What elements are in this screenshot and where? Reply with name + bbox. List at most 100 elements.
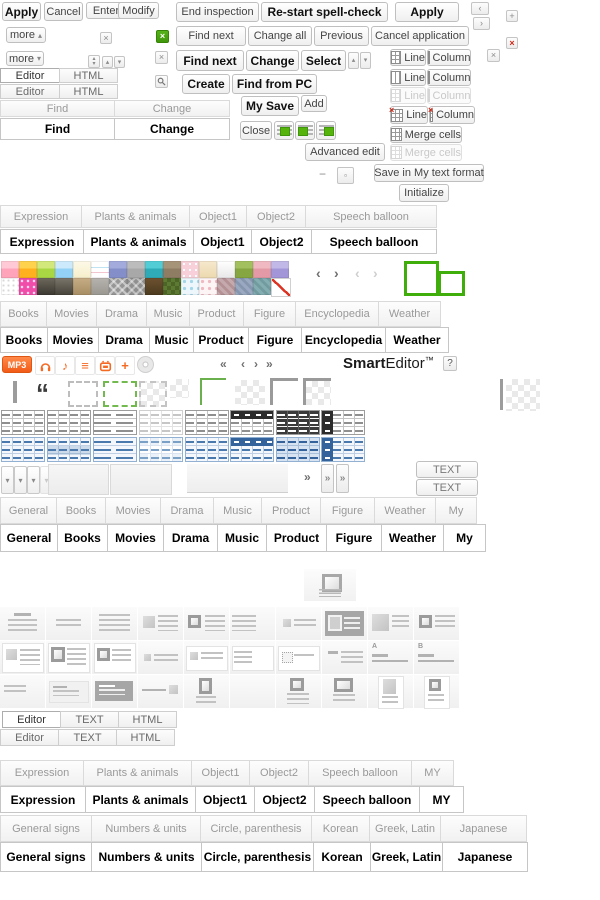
tab-object2[interactable]: Object2 [255,786,315,813]
swatch[interactable] [199,261,217,278]
last-page-icon[interactable]: » [266,357,273,371]
layout-thumb-bigimg[interactable] [368,607,413,640]
swatch[interactable] [91,278,109,295]
tab-figure[interactable]: Figure [327,524,382,552]
tab-product[interactable]: Product [190,301,244,327]
mini-dropdown-button[interactable]: ▾ [14,466,27,494]
table-style-blue-firstcol[interactable] [321,437,365,462]
text-mode-tab[interactable]: TEXT [60,711,119,728]
layout-thumb-img-top2[interactable] [276,675,321,708]
tab-speech-balloon[interactable]: Speech balloon [306,205,437,228]
select-up-button[interactable]: ▴ [348,52,359,69]
tab-greek-latin[interactable]: Greek, Latin [370,815,441,842]
template-button[interactable] [304,569,356,601]
html-mode-tab[interactable]: HTML [116,729,175,746]
restart-spellcheck-button[interactable]: Re-start spell-check [261,2,388,22]
layout-thumb-lines4[interactable] [92,607,137,640]
find-header[interactable]: Find [0,100,115,117]
text-mode-button[interactable]: TEXT [416,479,478,496]
tab-object1[interactable]: Object1 [194,229,252,254]
tab-general-signs[interactable]: General signs [0,815,92,842]
tab-my[interactable]: MY [412,760,454,786]
layout-thumb-lines2[interactable] [46,607,91,640]
insert-line-button[interactable]: Line [390,49,426,66]
tab-product[interactable]: Product [267,524,327,552]
select-down-button[interactable]: ▾ [360,52,371,69]
tab-plants-animals[interactable]: Plants & animals [82,205,190,228]
tab-object2[interactable]: Object2 [250,760,309,786]
find-header[interactable]: Find [0,118,115,140]
delete-column-button[interactable]: × Column [428,105,475,124]
my-save-button[interactable]: My Save [241,96,299,116]
dashed-checker-swatch[interactable] [139,381,167,407]
add-button[interactable]: Add [301,95,327,112]
page-prev-icon[interactable]: ‹ [316,265,321,281]
layout-thumb-line-img-right[interactable] [138,675,183,708]
blank-button[interactable] [48,464,109,495]
table-style-blue-all[interactable] [276,437,320,462]
tab-encyclopedia[interactable]: Encyclopedia [296,301,379,327]
change-all-button[interactable]: Change all [248,26,312,46]
tab-general[interactable]: General [0,524,58,552]
tab-my[interactable]: MY [420,786,464,813]
layout-thumb-dash-lines[interactable] [322,641,367,674]
tab-expression[interactable]: Expression [0,760,84,786]
tab-books[interactable]: Books [57,497,106,524]
layout-thumb-img-left[interactable] [138,607,183,640]
layout-thumb-lines4b[interactable] [230,607,275,640]
expand-button[interactable]: » [336,464,349,493]
layout-thumb-tinyimg[interactable] [138,641,183,674]
tab-circle-parenthesis[interactable]: Circle, parenthesis [202,842,314,872]
editor-mode-tab[interactable]: Editor [2,711,61,728]
tab-movies[interactable]: Movies [47,301,97,327]
initialize-button[interactable]: Initialize [399,184,449,202]
tab-figure[interactable]: Figure [249,327,302,353]
swatch[interactable] [235,261,253,278]
window-box-button[interactable]: ▫ [337,167,354,184]
swatch[interactable] [1,278,19,295]
layout-thumb-selected[interactable] [322,607,367,640]
create-button[interactable]: Create [182,74,230,94]
split-line-button[interactable]: Line [390,69,426,86]
swatch[interactable] [271,278,291,297]
page-next-icon[interactable]: › [334,265,339,281]
swatch[interactable] [127,261,145,278]
tab-music[interactable]: Music [150,327,194,353]
insert-column-button[interactable]: Column [427,49,471,66]
swatch[interactable] [271,261,289,278]
table-style-dark-header[interactable] [230,410,274,435]
cancel-button[interactable]: Cancel [44,2,83,21]
table-style-blue-wide[interactable] [93,437,137,462]
help-button[interactable]: ? [443,356,457,371]
align-image-center-button[interactable] [274,121,294,140]
mp3-badge[interactable]: MP3 [2,356,32,373]
corner-border-checker-swatch[interactable] [303,378,331,405]
expand-button[interactable]: » [321,464,334,493]
tab-object2[interactable]: Object2 [247,205,306,228]
table-style-gray[interactable] [1,410,45,435]
end-inspection-button[interactable]: End inspection [176,2,259,22]
swatch[interactable] [109,278,127,295]
layout-thumb-empty[interactable] [230,675,275,708]
vertical-bar-swatch[interactable] [13,381,17,403]
cancel-application-button[interactable]: Cancel application [371,26,469,46]
swatch[interactable] [1,261,19,278]
layout-thumb-card-frame-top[interactable] [414,675,459,709]
music-note-icon[interactable]: ♪ [55,356,75,375]
playlist-icon[interactable]: ≡ [75,356,95,375]
dropdown-down-button[interactable]: ▾ [114,56,125,68]
prev-arrow-button[interactable]: ‹ [471,2,489,15]
selection-box-small[interactable] [438,271,465,296]
tab-drama[interactable]: Drama [164,524,218,552]
swatch[interactable] [163,261,181,278]
tab-numbers-units[interactable]: Numbers & units [92,842,202,872]
table-style-gray[interactable] [47,410,91,435]
tab-object1[interactable]: Object1 [196,786,255,813]
transparent-block-large[interactable] [506,379,540,411]
tab-drama[interactable]: Drama [99,327,150,353]
tab-greek-latin[interactable]: Greek, Latin [371,842,443,872]
corner-border-green-swatch[interactable] [200,378,226,405]
mini-dropdown-button[interactable]: ▾ [1,466,14,494]
enter-button[interactable]: Enter [86,2,126,19]
tab-object1[interactable]: Object1 [190,205,247,228]
